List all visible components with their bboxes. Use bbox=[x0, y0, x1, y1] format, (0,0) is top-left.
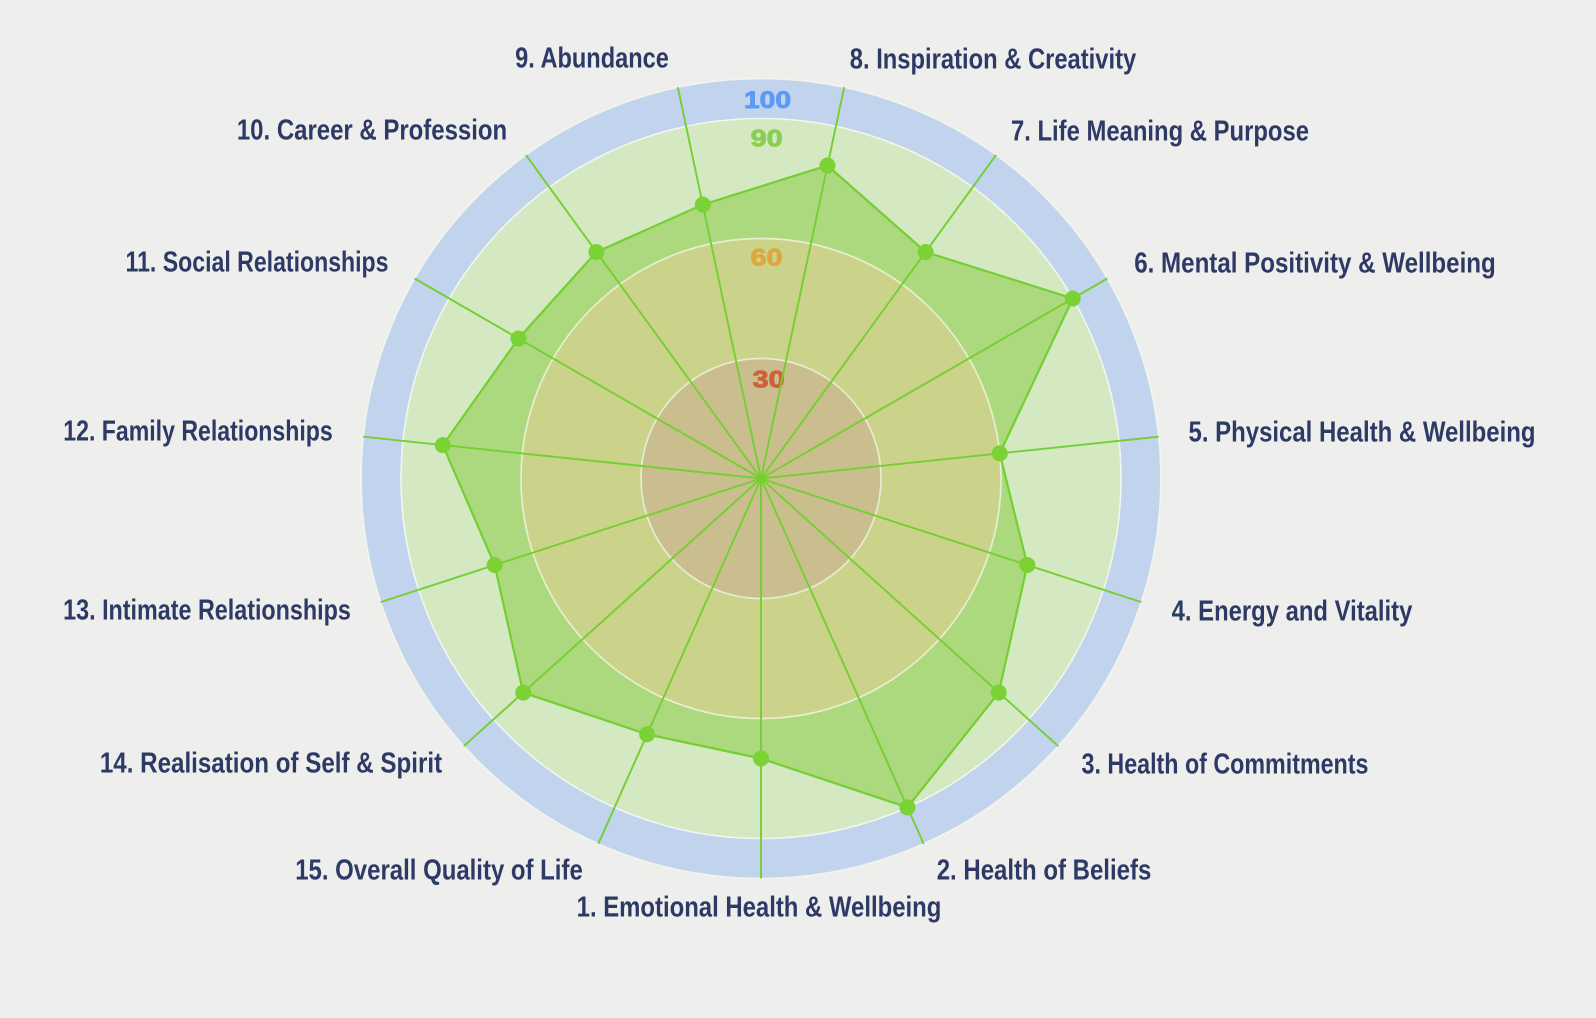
svg-text:100: 100 bbox=[744, 87, 791, 114]
svg-text:90: 90 bbox=[751, 125, 783, 152]
svg-text:60: 60 bbox=[751, 245, 783, 272]
